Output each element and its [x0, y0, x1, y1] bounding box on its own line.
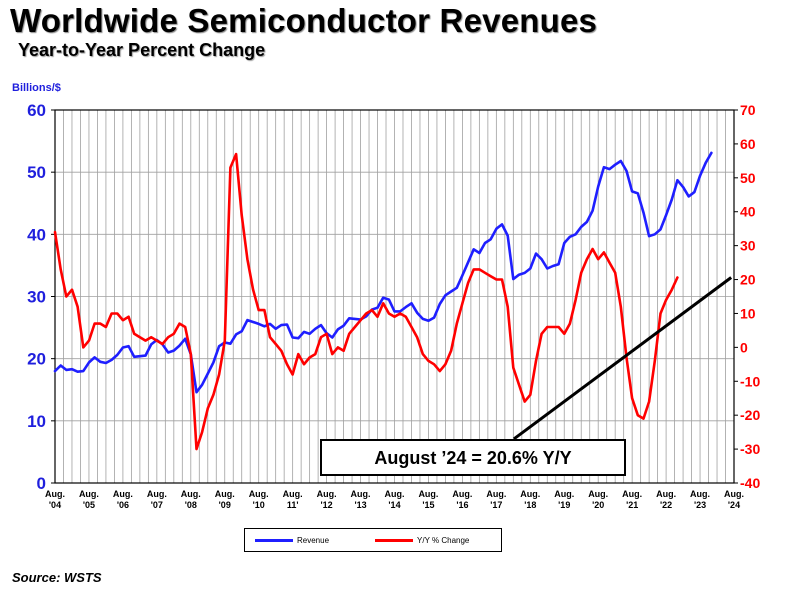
x-axis-tick-label: Aug. [351, 489, 371, 499]
x-axis-tick-label: 11' [287, 500, 299, 510]
right-axis-tick-label: 60 [740, 136, 756, 152]
series-line-yoy-change [53, 152, 679, 451]
legend: Revenue Y/Y % Change [244, 528, 502, 552]
x-axis-tick-label: '04 [49, 500, 61, 510]
x-axis-tick-label: '22 [660, 500, 672, 510]
x-axis-tick-label: Aug. [385, 489, 405, 499]
legend-swatch-revenue [255, 538, 293, 542]
x-axis-tick-label: '07 [151, 500, 163, 510]
x-axis-tick-label: Aug. [520, 489, 540, 499]
x-axis-tick-label: '13 [354, 500, 366, 510]
right-axis-tick-label: -10 [740, 373, 760, 389]
x-axis-tick-label: '17 [490, 500, 502, 510]
x-axis-tick-label: Aug. [79, 489, 99, 499]
right-axis-tick-label: 30 [740, 238, 756, 254]
chart-subtitle: Year-to-Year Percent Change [18, 40, 266, 60]
x-axis-tick-label: '20 [592, 500, 604, 510]
x-axis-tick-label: Aug. [215, 489, 235, 499]
annotation-arrow [513, 276, 733, 441]
annotation-text: August ’24 = 20.6% Y/Y [374, 448, 571, 468]
left-axis-label: Billions/$ [12, 82, 61, 94]
x-axis-tick-label: Aug. [45, 489, 65, 499]
x-axis-tick-label: '18 [524, 500, 536, 510]
legend-label-yoy: Y/Y % Change [417, 535, 470, 545]
left-axis-tick-label: 0 [37, 474, 46, 493]
right-axis-tick-label: 40 [740, 204, 756, 220]
x-axis-tick-label: '10 [253, 500, 265, 510]
x-axis-tick-label: '19 [558, 500, 570, 510]
x-axis-tick-label: '05 [83, 500, 95, 510]
right-axis-tick-label: 20 [740, 272, 756, 288]
left-axis-tick-label: 20 [27, 350, 46, 369]
x-axis-tick-label: Aug. [181, 489, 201, 499]
x-axis-tick-label: '08 [185, 500, 197, 510]
left-axis-tick-label: 30 [27, 288, 46, 307]
x-axis-tick-label: Aug. [690, 489, 710, 499]
legend-label-revenue: Revenue [297, 535, 330, 545]
annotation: August ’24 = 20.6% Y/Y [320, 276, 733, 476]
x-axis-tick-label: Aug. [452, 489, 472, 499]
x-axis-tick-label: '16 [456, 500, 468, 510]
x-axis-tick-label: Aug. [147, 489, 167, 499]
legend-swatch-yoy [375, 538, 414, 542]
x-axis-tick-label: Aug. [283, 489, 303, 499]
right-axis-tick-label: -40 [740, 475, 760, 491]
x-axis-tick-label: '24 [728, 500, 740, 510]
x-axis-tick-label: '23 [694, 500, 706, 510]
right-axis-tick-label: 70 [740, 102, 756, 118]
x-axis-tick-label: Aug. [554, 489, 574, 499]
x-axis-tick-label: Aug. [418, 489, 438, 499]
axes: 0 10 20 30 40 50 60 Billions/$ -40 -30 -20 -10 0 10 20… [12, 82, 760, 510]
x-axis-tick-label: Aug. [486, 489, 506, 499]
x-axis-tick-label: '09 [219, 500, 231, 510]
series-line-revenue [53, 151, 713, 394]
annotation-box [320, 439, 626, 476]
x-axis-tick-label: Aug. [249, 489, 269, 499]
left-axis-tick-label: 60 [27, 101, 46, 120]
x-axis-tick-label: Aug. [113, 489, 133, 499]
left-axis-tick-label: 40 [27, 225, 46, 244]
right-axis-tick-label: 10 [740, 305, 756, 321]
right-axis-tick-label: 0 [740, 339, 748, 355]
x-axis-tick-label: Aug. [588, 489, 608, 499]
left-axis-tick-label: 50 [27, 163, 46, 182]
right-axis-tick-label: -30 [740, 441, 760, 457]
left-axis-tick-label: 10 [27, 412, 46, 431]
legend-item-revenue: Revenue [255, 536, 329, 545]
grid-lines [54, 109, 735, 484]
x-axis-tick-label: '12 [321, 500, 333, 510]
x-axis-tick-label: Aug. [622, 489, 642, 499]
x-axis-tick-label: Aug. [724, 489, 744, 499]
right-axis-tick-label: -20 [740, 407, 760, 423]
chart-title: Worldwide Semiconductor Revenues [10, 2, 598, 39]
x-axis-tick-label: '14 [388, 500, 400, 510]
legend-item-yoy: Y/Y % Change [375, 536, 469, 545]
x-axis-tick-label: Aug. [317, 489, 337, 499]
x-axis-tick-label: '15 [422, 500, 434, 510]
x-axis-tick-label: '21 [626, 500, 638, 510]
source-note: Source: WSTS [12, 570, 102, 585]
series-lines [53, 151, 713, 451]
right-axis-tick-label: 50 [740, 170, 756, 186]
x-axis-tick-label: Aug. [656, 489, 676, 499]
x-axis-tick-label: '06 [117, 500, 129, 510]
